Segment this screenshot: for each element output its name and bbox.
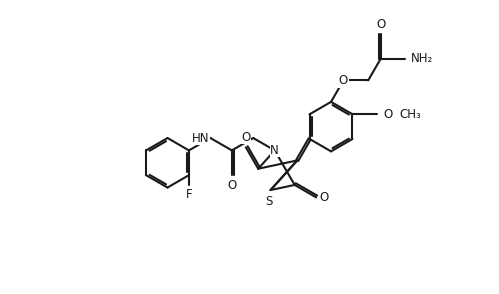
Text: CH₃: CH₃ xyxy=(399,108,421,121)
Text: O: O xyxy=(376,18,385,31)
Text: N: N xyxy=(270,144,279,157)
Text: O: O xyxy=(339,74,348,87)
Text: O: O xyxy=(319,191,328,204)
Text: O: O xyxy=(227,179,237,192)
Text: HN: HN xyxy=(192,131,209,145)
Text: NH₂: NH₂ xyxy=(411,53,433,66)
Text: F: F xyxy=(186,188,192,201)
Text: O: O xyxy=(241,131,250,144)
Text: O: O xyxy=(384,108,393,121)
Text: S: S xyxy=(265,195,273,208)
